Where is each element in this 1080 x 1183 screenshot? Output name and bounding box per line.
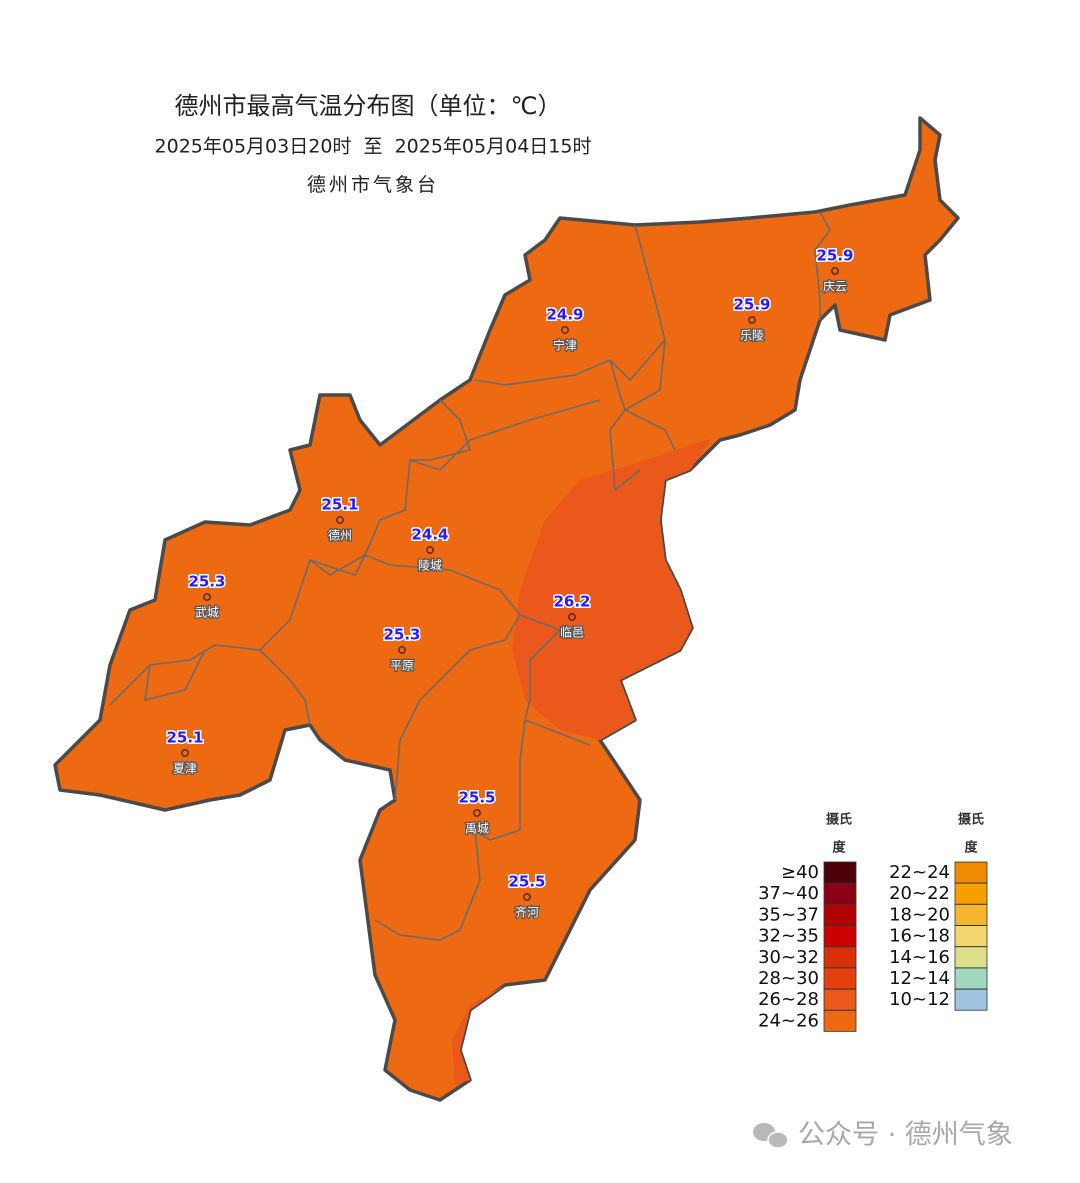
station-value: 25.1 <box>166 729 203 747</box>
legend-label: 16~18 <box>889 926 950 947</box>
station-value: 24.9 <box>546 306 583 324</box>
legend-label: 30~32 <box>758 947 819 968</box>
period: 2025年05月03日20时 至 2025年05月04日15时 <box>155 136 592 158</box>
watermark-text: 公众号 · 德州气象 <box>798 1120 1013 1151</box>
legend-label: 12~14 <box>889 968 950 989</box>
station-name: 平原 <box>390 659 414 673</box>
station-value: 26.2 <box>553 593 590 611</box>
legend-header: 度 <box>964 840 978 856</box>
station-value: 25.3 <box>383 626 420 644</box>
station-name: 德州 <box>328 528 352 543</box>
legend-header: 摄氏 <box>958 812 984 828</box>
title: 德州市最高气温分布图（单位：℃） <box>175 92 562 120</box>
legend-swatch <box>823 1010 857 1032</box>
legend-swatch <box>954 925 988 947</box>
legend-swatch <box>954 967 988 990</box>
legend-swatch <box>954 904 988 926</box>
legend-label: 14~16 <box>889 947 950 968</box>
legend-label: 32~35 <box>758 926 819 947</box>
stations: 25.9 庆云 25.9 乐陵 24.9 宁津 25.1 德州 24.4 陵城 25.3 武城 26.2… <box>165 245 855 921</box>
legend-swatch <box>954 988 988 1011</box>
legend: 摄氏度 ≥4037~4035~3732~3530~3228~3026~2824~2… <box>758 812 988 1032</box>
station-dot <box>426 546 434 554</box>
legend-swatch <box>823 946 857 969</box>
legend-label: 18~20 <box>889 904 950 925</box>
station-dot <box>181 749 189 757</box>
region-26-28-south <box>452 985 505 1085</box>
station-dot <box>398 646 406 654</box>
legend-label: 26~28 <box>758 989 819 1010</box>
station-value: 25.3 <box>188 573 225 591</box>
station-value: 25.5 <box>508 873 545 891</box>
station-name: 庆云 <box>823 280 847 294</box>
station-dot <box>203 593 211 601</box>
county-borders <box>109 211 831 941</box>
legend-label: 24~26 <box>758 1010 819 1031</box>
legend-swatch <box>823 861 857 884</box>
station-dot <box>336 516 344 524</box>
map <box>53 116 960 1102</box>
legend-header: 度 <box>832 840 846 856</box>
legend-label: 37~40 <box>758 883 819 904</box>
station-name: 宁津 <box>553 338 577 353</box>
legend-label: 28~30 <box>758 968 819 989</box>
legend-swatch <box>823 988 857 1011</box>
station-value: 25.9 <box>733 296 770 314</box>
station-value: 25.1 <box>321 496 358 514</box>
station-value: 25.5 <box>458 789 495 807</box>
station-name: 临邑 <box>560 626 584 640</box>
station-dot <box>523 893 531 901</box>
legend-swatch <box>954 946 988 969</box>
station-dot <box>561 326 569 334</box>
legend-header: 摄氏 <box>826 812 852 828</box>
station-dot <box>473 809 481 817</box>
legend-swatch <box>823 882 857 905</box>
station-name: 禹城 <box>465 822 489 836</box>
station-name: 乐陵 <box>740 329 764 343</box>
station-dot <box>748 316 756 324</box>
station-dot <box>568 613 576 621</box>
legend-swatch <box>823 925 857 947</box>
legend-swatch <box>954 861 988 884</box>
station-value: 25.9 <box>816 247 853 265</box>
legend-label: 35~37 <box>758 904 819 925</box>
legend-swatch <box>823 904 857 926</box>
legend-swatch <box>823 967 857 990</box>
region-26-28 <box>512 438 712 740</box>
legend-label: 10~12 <box>889 989 950 1010</box>
legend-label: 20~22 <box>889 883 950 904</box>
station-name: 齐河 <box>515 905 539 920</box>
station-name: 陵城 <box>418 559 442 573</box>
wechat-icon <box>767 1131 789 1149</box>
station-value: 24.4 <box>411 526 448 544</box>
station-name: 武城 <box>195 606 219 620</box>
legend-label: 22~24 <box>889 862 950 883</box>
source: 德州市气象台 <box>307 174 439 196</box>
legend-swatch <box>954 882 988 905</box>
watermark: 公众号 · 德州气象 <box>753 1120 1013 1151</box>
station-dot <box>831 267 839 275</box>
station-name: 夏津 <box>173 762 197 776</box>
legend-label: ≥40 <box>781 862 819 883</box>
